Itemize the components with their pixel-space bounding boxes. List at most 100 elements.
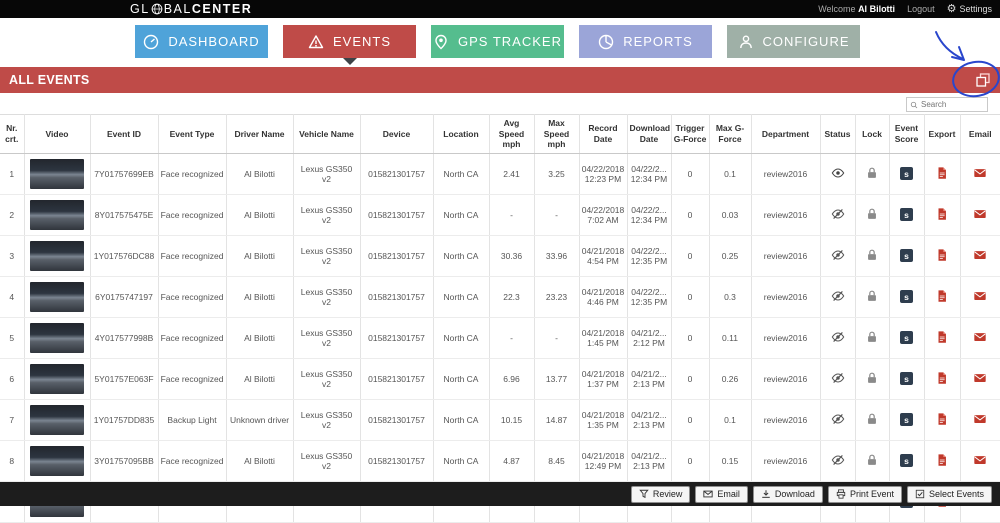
lock-icon[interactable]: [865, 412, 879, 426]
video-cell[interactable]: [24, 317, 91, 359]
column-header-video[interactable]: Video: [24, 114, 91, 154]
lock-icon[interactable]: [865, 207, 879, 221]
email-cell[interactable]: [960, 440, 1000, 482]
column-header-avg-speed-mph[interactable]: Avg Speed mph: [489, 114, 535, 154]
eye-off-icon[interactable]: [831, 330, 845, 344]
email-icon[interactable]: [973, 207, 987, 221]
event-score-cell[interactable]: s: [889, 317, 925, 359]
email-cell[interactable]: [960, 317, 1000, 359]
column-header-download-date[interactable]: Download Date: [627, 114, 672, 154]
column-header-lock[interactable]: Lock: [855, 114, 890, 154]
review-button[interactable]: Review: [630, 485, 691, 503]
status-cell[interactable]: [820, 440, 856, 482]
lock-icon[interactable]: [865, 330, 879, 344]
email-cell[interactable]: [960, 235, 1000, 277]
status-cell[interactable]: [820, 153, 856, 195]
column-header-status[interactable]: Status: [820, 114, 856, 154]
status-cell[interactable]: [820, 399, 856, 441]
settings-button[interactable]: ⚙ Settings: [947, 3, 992, 15]
column-header-vehicle-name[interactable]: Vehicle Name: [293, 114, 361, 154]
select-events-button[interactable]: Select Events: [906, 485, 992, 503]
pdf-export-icon[interactable]: [935, 248, 949, 262]
event-score-cell[interactable]: s: [889, 235, 925, 277]
event-score-icon[interactable]: s: [900, 167, 913, 181]
lock-cell[interactable]: [855, 153, 890, 195]
tab-configure[interactable]: CONFIGURE: [727, 25, 860, 58]
column-header-max-speed-mph[interactable]: Max Speed mph: [534, 114, 580, 154]
lock-cell[interactable]: [855, 358, 890, 400]
email-icon[interactable]: [973, 412, 987, 426]
email-icon[interactable]: [973, 453, 987, 467]
export-cell[interactable]: [924, 235, 961, 277]
event-score-cell[interactable]: s: [889, 440, 925, 482]
tab-events[interactable]: EVENTS: [283, 25, 416, 58]
video-cell[interactable]: [24, 440, 91, 482]
email-icon[interactable]: [973, 248, 987, 262]
video-cell[interactable]: [24, 153, 91, 195]
event-score-icon[interactable]: s: [900, 249, 913, 263]
status-cell[interactable]: [820, 235, 856, 277]
email-icon[interactable]: [973, 289, 987, 303]
video-cell[interactable]: [24, 276, 91, 318]
eye-icon[interactable]: [831, 166, 845, 180]
column-header-department[interactable]: Department: [751, 114, 821, 154]
email-icon[interactable]: [973, 371, 987, 385]
column-header-nr-crt[interactable]: Nr. crt.: [0, 114, 25, 154]
email-cell[interactable]: [960, 276, 1000, 318]
event-score-cell[interactable]: s: [889, 276, 925, 318]
lock-icon[interactable]: [865, 289, 879, 303]
event-score-icon[interactable]: s: [900, 290, 913, 304]
tab-gps-tracker[interactable]: GPS TRACKER: [431, 25, 564, 58]
column-header-export[interactable]: Export: [924, 114, 961, 154]
column-header-email[interactable]: Email: [960, 114, 1000, 154]
export-cell[interactable]: [924, 440, 961, 482]
pdf-export-icon[interactable]: [935, 166, 949, 180]
email-button[interactable]: Email: [695, 485, 748, 503]
lock-icon[interactable]: [865, 453, 879, 467]
column-header-device[interactable]: Device: [360, 114, 434, 154]
column-header-location[interactable]: Location: [433, 114, 490, 154]
pdf-export-icon[interactable]: [935, 371, 949, 385]
video-thumbnail[interactable]: [30, 199, 84, 230]
status-cell[interactable]: [820, 358, 856, 400]
lock-icon[interactable]: [865, 248, 879, 262]
lock-cell[interactable]: [855, 235, 890, 277]
column-header-record-date[interactable]: Record Date: [579, 114, 628, 154]
lock-cell[interactable]: [855, 276, 890, 318]
download-button[interactable]: Download: [752, 485, 823, 503]
video-thumbnail[interactable]: [30, 363, 84, 394]
event-score-icon[interactable]: s: [900, 454, 913, 468]
lock-cell[interactable]: [855, 317, 890, 359]
email-cell[interactable]: [960, 194, 1000, 236]
export-cell[interactable]: [924, 358, 961, 400]
event-score-cell[interactable]: s: [889, 153, 925, 195]
search-input[interactable]: [921, 100, 984, 109]
column-header-event-score[interactable]: Event Score: [889, 114, 925, 154]
lock-icon[interactable]: [865, 166, 879, 180]
eye-off-icon[interactable]: [831, 207, 845, 221]
pdf-export-icon[interactable]: [935, 412, 949, 426]
video-thumbnail[interactable]: [30, 158, 84, 189]
tab-reports[interactable]: REPORTS: [579, 25, 712, 58]
email-cell[interactable]: [960, 153, 1000, 195]
video-thumbnail[interactable]: [30, 404, 84, 435]
event-score-icon[interactable]: s: [900, 331, 913, 345]
column-header-event-type[interactable]: Event Type: [158, 114, 227, 154]
email-cell[interactable]: [960, 399, 1000, 441]
pdf-export-icon[interactable]: [935, 207, 949, 221]
export-cell[interactable]: [924, 399, 961, 441]
column-header-trigger-g-force[interactable]: Trigger G-Force: [671, 114, 710, 154]
video-cell[interactable]: [24, 194, 91, 236]
email-icon[interactable]: [973, 330, 987, 344]
pdf-export-icon[interactable]: [935, 289, 949, 303]
search-box[interactable]: [906, 97, 988, 112]
video-cell[interactable]: [24, 235, 91, 277]
column-header-max-g-force[interactable]: Max G-Force: [709, 114, 752, 154]
video-thumbnail[interactable]: [30, 281, 84, 312]
export-cell[interactable]: [924, 276, 961, 318]
event-score-icon[interactable]: s: [900, 372, 913, 386]
pdf-export-icon[interactable]: [935, 453, 949, 467]
eye-off-icon[interactable]: [831, 248, 845, 262]
video-cell[interactable]: [24, 399, 91, 441]
export-events-icon[interactable]: [975, 72, 991, 88]
